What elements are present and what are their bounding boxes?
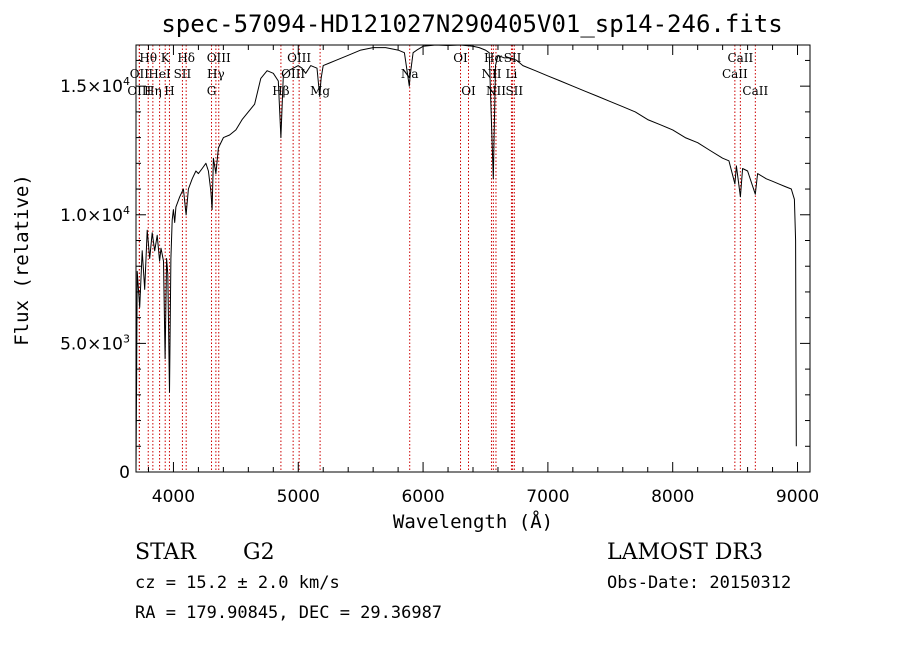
spectral-line-label: OI [453,51,468,65]
x-tick-label: 4000 [152,487,195,507]
object-subclass: G2 [243,540,275,565]
y-axis: 0 5.0×103 1.0×104 1.5×104 [60,59,810,483]
spectral-line-markers [138,45,756,472]
spectral-line-label: SII [504,51,522,65]
spectral-line-label: Mg [310,84,330,98]
spectral-line-label: Hδ [177,51,195,65]
spectral-line-label: OIII [281,67,305,81]
x-tick-label: 8000 [651,487,694,507]
x-axis: 4000 5000 6000 7000 8000 9000 [147,45,819,507]
spectrum-series [135,44,797,473]
spectral-line-label: NII [481,67,501,81]
spectral-line-label: Na [401,67,419,81]
y-tick-label: 1.0×104 [60,204,130,226]
spectral-line-label: G [207,84,217,98]
y-tick-label: 0 [119,463,130,483]
spectral-line-label: NII [486,84,506,98]
spectral-line-label: OIII [207,51,231,65]
spectral-line-label: CaII [742,84,768,98]
spectral-line-label: OIII [287,51,311,65]
spectral-line-label: H [164,84,174,98]
spectral-line-label: CaII [722,67,748,81]
spectral-line-label: HeI [148,67,171,81]
x-tick-label: 7000 [526,487,569,507]
spectral-line-label: Hγ [207,67,225,81]
spectral-line-label: SII [174,67,192,81]
spectral-line-label: OIII [127,84,151,98]
y-tick-exponent: 4 [123,204,130,217]
object-class: STAR [135,540,196,565]
spectral-line-label: K [161,51,171,65]
y-tick-label: 5.0×103 [60,332,130,354]
y-tick-exponent: 4 [123,75,130,88]
y-tick-label: 1.5×104 [60,75,130,97]
redshift-value: cz = 15.2 ± 2.0 km/s [135,573,340,593]
spectral-line-label: SII [505,84,523,98]
x-tick-label: 6000 [401,487,444,507]
coordinates: RA = 179.90845, DEC = 29.36987 [135,603,443,623]
y-tick-exponent: 3 [123,332,130,345]
survey-name: LAMOST DR3 [607,540,763,565]
spectrum-chart: spec-57094-HD121027N290405V01_sp14-246.f… [11,10,819,533]
spectral-line-label: OI [461,84,476,98]
spectral-line-label: Hθ [139,51,157,65]
spectral-line-label: Li [506,67,518,81]
spectral-line-label: Hα [484,51,503,65]
plot-frame [135,44,811,473]
spectral-line-label: Hη [144,84,162,98]
x-axis-label: Wavelength (Å) [393,510,553,533]
spectrum-line [135,44,797,473]
chart-title: spec-57094-HD121027N290405V01_sp14-246.f… [161,10,782,38]
spectral-line-label: Hβ [272,84,289,98]
observation-date: Obs-Date: 20150312 [607,573,792,593]
y-axis-label: Flux (relative) [11,174,33,346]
spectral-line-label: CaII [727,51,753,65]
x-tick-label: 9000 [776,487,819,507]
x-tick-label: 5000 [277,487,320,507]
spectral-line-label: OII [130,67,150,81]
